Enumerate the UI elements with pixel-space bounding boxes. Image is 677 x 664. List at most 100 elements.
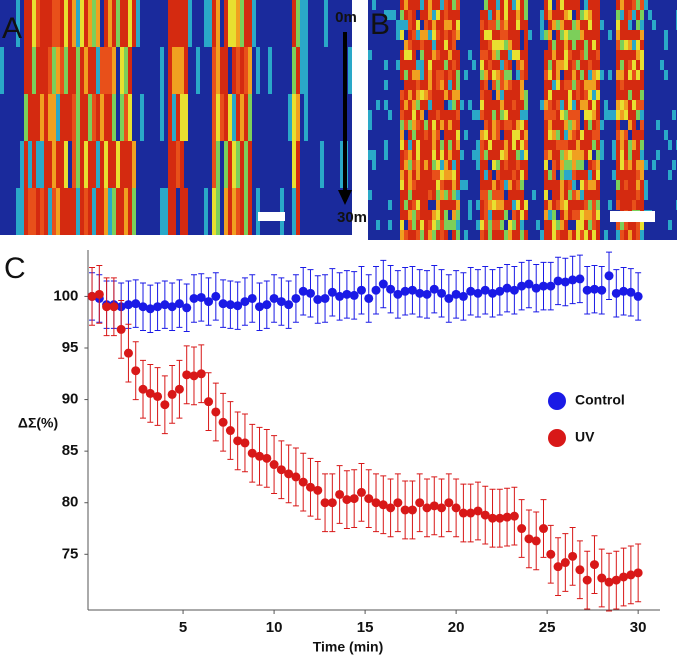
image-cell [236, 47, 240, 94]
image-cell [312, 47, 316, 94]
image-cell [632, 170, 636, 180]
image-cell [472, 80, 476, 90]
image-cell [532, 140, 536, 150]
image-cell [100, 0, 104, 47]
image-cell [500, 150, 504, 160]
data-point [509, 511, 519, 521]
image-cell [32, 0, 36, 47]
image-cell [92, 94, 96, 141]
image-cell [656, 220, 660, 230]
image-cell [592, 150, 596, 160]
image-cell [240, 0, 244, 47]
image-cell [536, 160, 540, 170]
image-cell [544, 90, 548, 100]
image-cell [544, 200, 548, 210]
data-point [225, 300, 235, 310]
image-cell [52, 0, 56, 47]
image-cell [604, 70, 608, 80]
image-cell [560, 50, 564, 60]
image-cell [496, 40, 500, 50]
image-cell [664, 120, 668, 130]
image-cell [640, 150, 644, 160]
image-cell [416, 80, 420, 90]
image-cell [304, 47, 308, 94]
image-cell [532, 160, 536, 170]
image-cell [620, 50, 624, 60]
data-point [204, 297, 214, 307]
data-point [538, 524, 548, 534]
kymograph-a [0, 0, 352, 235]
image-cell [240, 47, 244, 94]
image-cell [92, 0, 96, 47]
image-cell [96, 188, 100, 235]
image-cell [440, 130, 444, 140]
image-cell [264, 94, 268, 141]
image-cell [408, 30, 412, 40]
image-cell [420, 40, 424, 50]
image-cell [4, 188, 8, 235]
data-point [422, 289, 432, 299]
image-cell [372, 160, 376, 170]
image-cell [476, 30, 480, 40]
image-cell [404, 30, 408, 40]
image-cell [328, 94, 332, 141]
image-cell [604, 80, 608, 90]
image-cell [608, 50, 612, 60]
image-cell [284, 0, 288, 47]
image-cell [388, 80, 392, 90]
image-cell [456, 220, 460, 230]
image-cell [216, 94, 220, 141]
image-cell [448, 0, 452, 10]
image-cell [620, 140, 624, 150]
image-cell [552, 140, 556, 150]
image-cell [344, 188, 348, 235]
image-cell [544, 220, 548, 230]
image-cell [340, 94, 344, 141]
image-cell [548, 30, 552, 40]
image-cell [160, 94, 164, 141]
image-cell [380, 40, 384, 50]
image-cell [388, 70, 392, 80]
image-cell [448, 170, 452, 180]
image-cell [580, 130, 584, 140]
image-cell [620, 110, 624, 120]
data-point [255, 302, 265, 312]
image-cell [252, 141, 256, 188]
image-cell [560, 10, 564, 20]
image-cell [648, 110, 652, 120]
image-cell [488, 70, 492, 80]
data-point [488, 513, 498, 523]
image-cell [512, 50, 516, 60]
image-cell [460, 30, 464, 40]
image-cell [216, 188, 220, 235]
image-cell [516, 180, 520, 190]
image-cell [516, 30, 520, 40]
image-cell [428, 130, 432, 140]
image-cell [496, 20, 500, 30]
image-cell [508, 160, 512, 170]
image-cell [448, 100, 452, 110]
image-cell [584, 120, 588, 130]
image-cell [388, 90, 392, 100]
image-cell [440, 10, 444, 20]
image-cell [376, 160, 380, 170]
image-cell [664, 80, 668, 90]
image-cell [568, 150, 572, 160]
image-cell [444, 70, 448, 80]
image-cell [656, 160, 660, 170]
image-cell [652, 100, 656, 110]
image-cell [468, 220, 472, 230]
image-cell [128, 0, 132, 47]
image-cell [500, 30, 504, 40]
image-cell [656, 110, 660, 120]
x-tick-label: 30 [630, 619, 647, 636]
image-cell [112, 141, 116, 188]
image-cell [588, 190, 592, 200]
image-cell [592, 30, 596, 40]
image-cell [52, 188, 56, 235]
image-cell [404, 10, 408, 20]
image-cell [428, 70, 432, 80]
image-cell [420, 160, 424, 170]
image-cell [580, 70, 584, 80]
data-point [145, 304, 155, 314]
